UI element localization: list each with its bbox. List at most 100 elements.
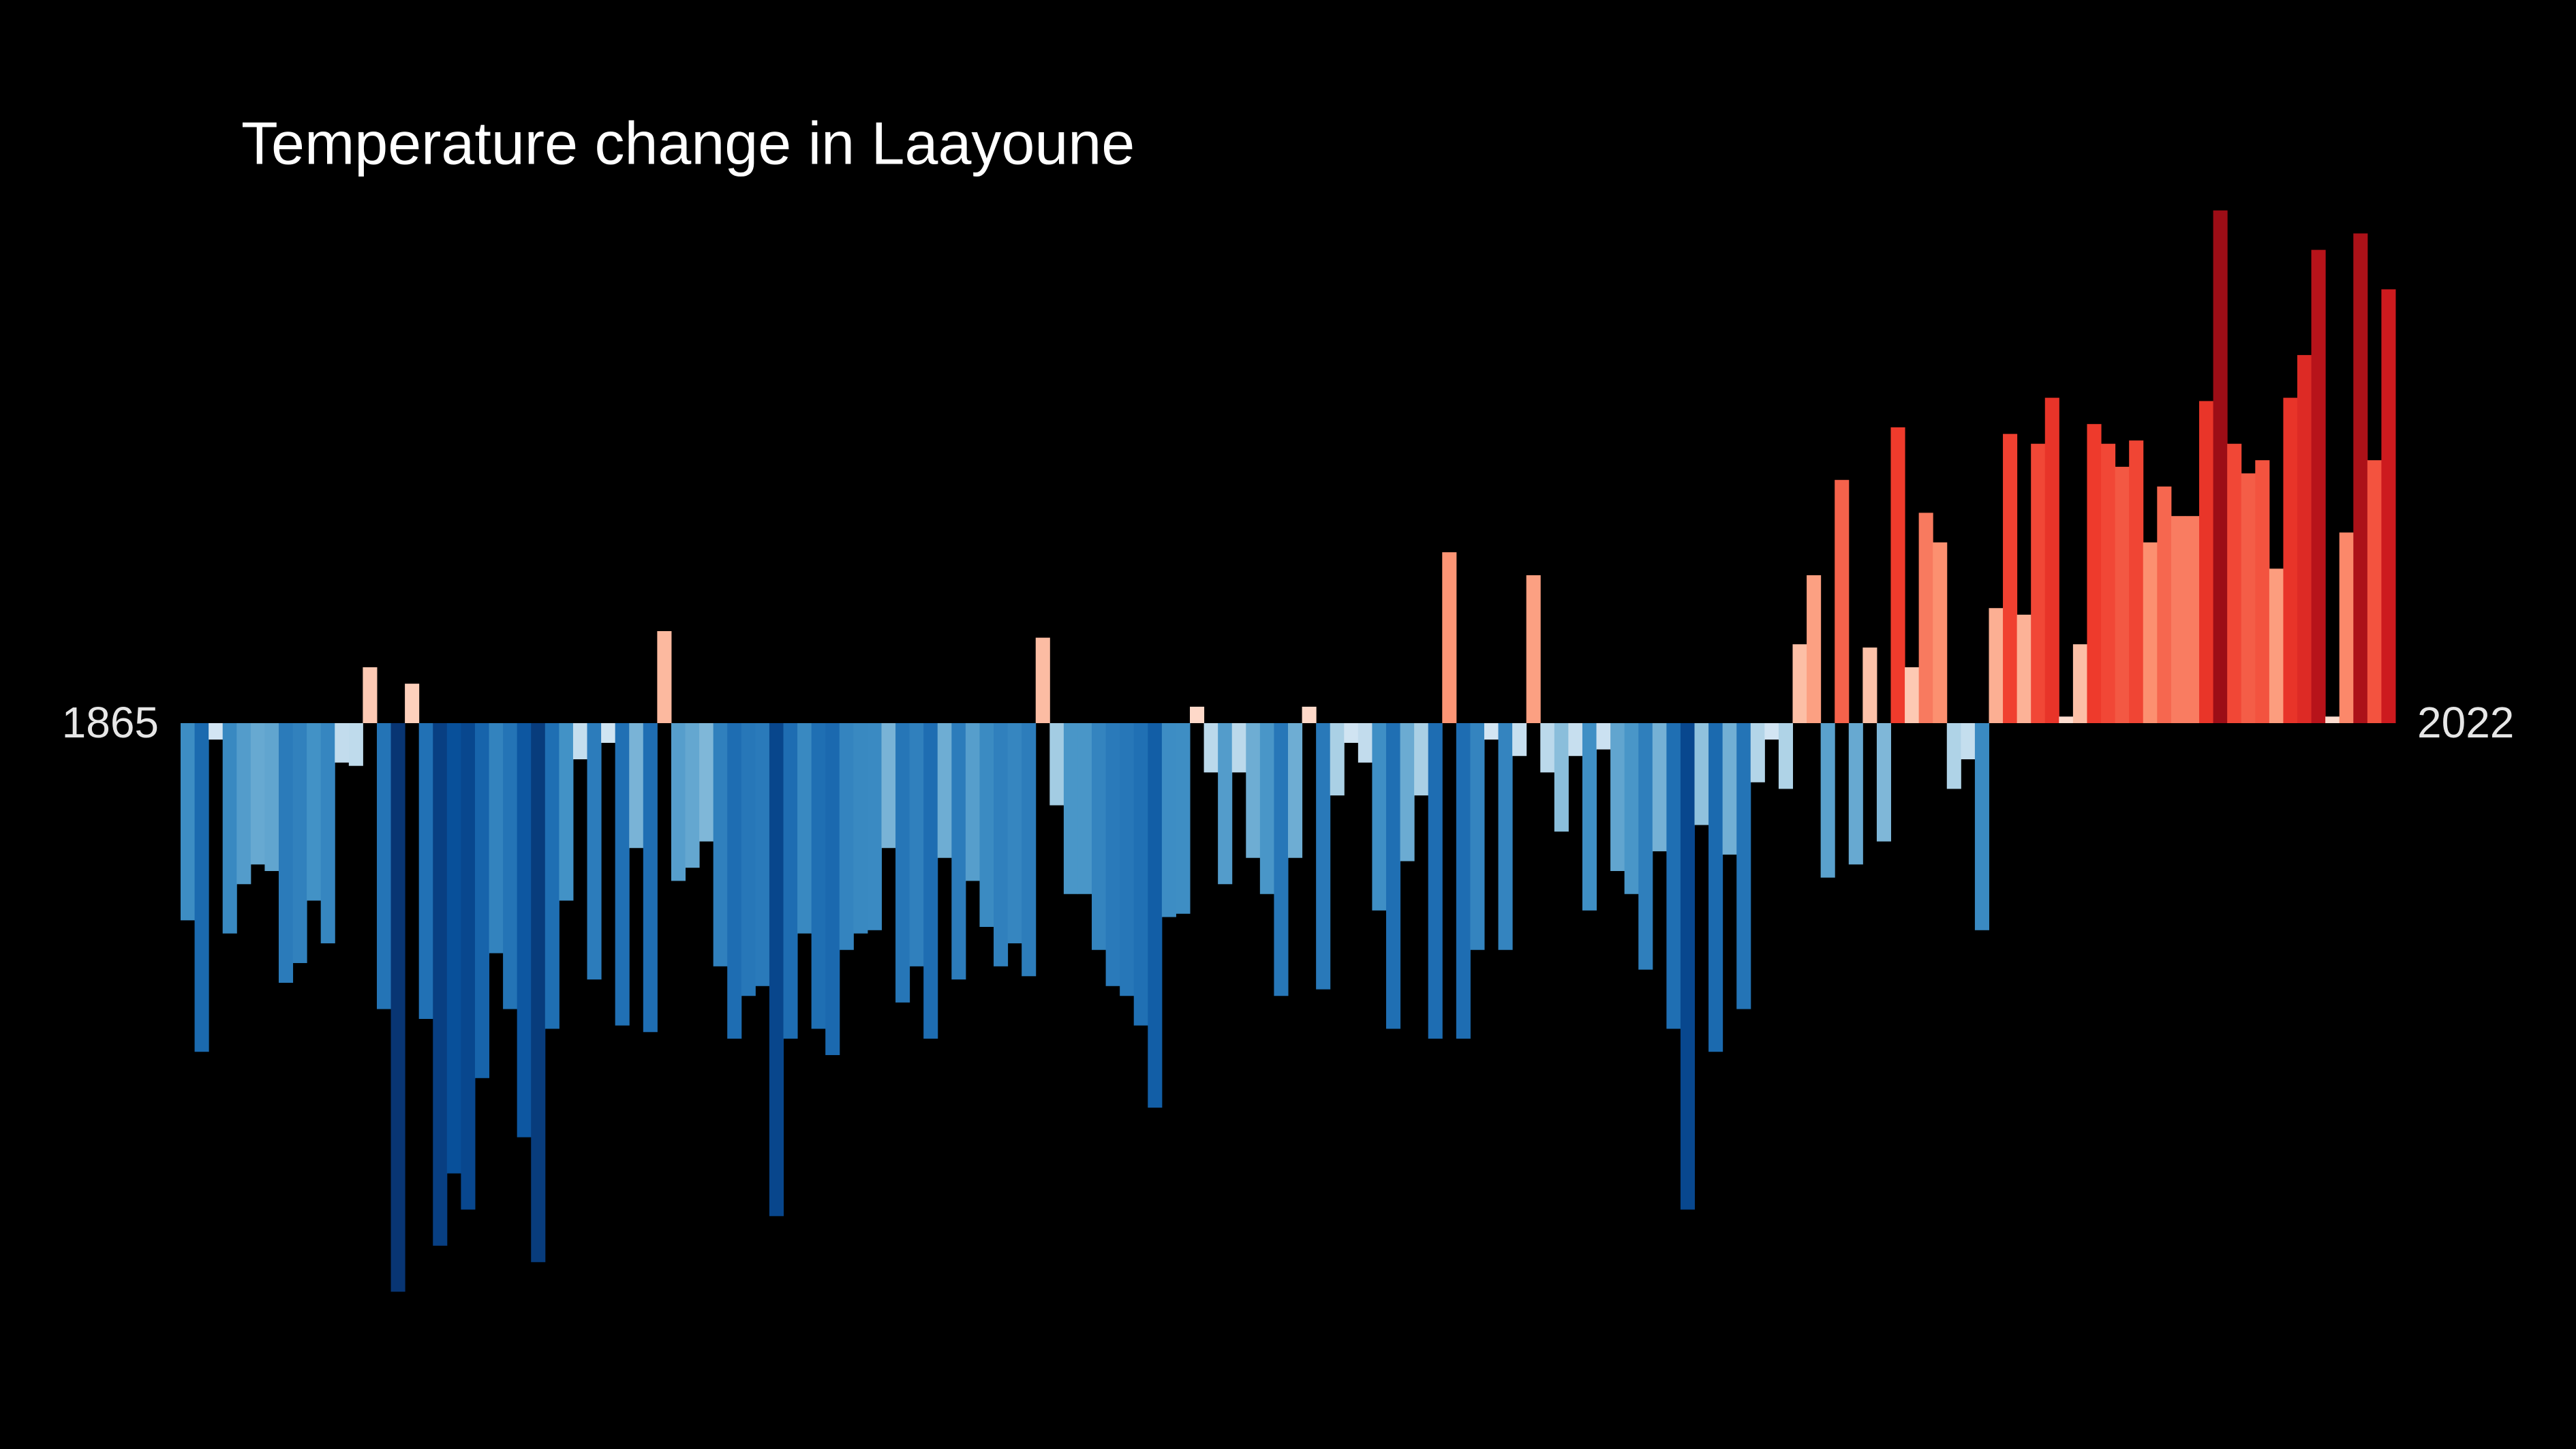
bar <box>1540 723 1555 773</box>
bar <box>363 667 378 723</box>
bar <box>1231 723 1246 773</box>
bar <box>1218 723 1233 885</box>
bar <box>194 723 209 1052</box>
bar <box>1961 723 1976 760</box>
bar <box>1400 723 1415 861</box>
bar <box>572 723 588 760</box>
bar <box>937 723 952 858</box>
bar <box>1092 723 1107 950</box>
bar <box>643 723 658 1033</box>
bar <box>1638 723 1653 970</box>
bar <box>979 723 994 927</box>
bar <box>2283 397 2298 723</box>
bar <box>209 723 224 740</box>
bar <box>405 684 420 723</box>
bar <box>2269 568 2284 723</box>
bar <box>2157 486 2172 723</box>
bar <box>1302 706 1317 723</box>
bar <box>1666 723 1681 1029</box>
bar <box>923 723 938 1039</box>
bar <box>517 723 532 1138</box>
bar <box>1807 575 1822 723</box>
bar <box>320 723 335 944</box>
bar <box>1035 637 1050 723</box>
bar <box>853 723 868 934</box>
bar <box>2129 440 2144 723</box>
bar <box>1120 723 1135 996</box>
bar <box>250 723 265 865</box>
bar <box>1358 723 1373 763</box>
bar <box>1176 723 1191 914</box>
bar <box>1708 723 1723 1052</box>
bar <box>1288 723 1303 858</box>
bar <box>2381 289 2396 723</box>
bar <box>264 723 279 871</box>
x-tick-label: 2022 <box>2417 698 2514 747</box>
bar <box>1554 723 1569 832</box>
bar <box>348 723 363 766</box>
bar <box>1133 723 1148 1026</box>
bar <box>685 723 700 868</box>
bar <box>1344 723 1359 743</box>
x-tick-label: 1865 <box>62 698 159 747</box>
bar <box>559 723 574 901</box>
bar <box>615 723 630 1026</box>
bar <box>2311 249 2326 724</box>
bar <box>390 723 405 1292</box>
bar <box>489 723 504 954</box>
bar <box>1484 723 1499 740</box>
bar <box>1470 723 1485 950</box>
bar <box>1274 723 1289 996</box>
bar <box>1526 575 1541 723</box>
bar <box>1778 723 1794 789</box>
bar <box>545 723 559 1029</box>
bar <box>2003 433 2018 723</box>
bar <box>2143 542 2158 723</box>
bar <box>1063 723 1078 894</box>
bar <box>433 723 448 1246</box>
bar <box>727 723 742 1039</box>
bar <box>601 723 616 743</box>
bar <box>895 723 910 1003</box>
bar <box>1372 723 1387 911</box>
bar <box>994 723 1009 966</box>
bar <box>909 723 924 966</box>
bar <box>1498 723 1513 950</box>
bar <box>2044 397 2059 723</box>
bar <box>292 723 307 964</box>
bar <box>1876 723 1891 842</box>
bar <box>1680 723 1696 1210</box>
bar <box>446 723 461 1174</box>
bar <box>1259 723 1274 894</box>
bar <box>965 723 980 881</box>
bar <box>1792 644 1807 723</box>
bar <box>1918 513 1933 723</box>
bar <box>1442 552 1457 723</box>
bar <box>1610 723 1625 871</box>
bar <box>1946 723 1961 789</box>
bar <box>2115 466 2130 723</box>
bar <box>1049 723 1064 806</box>
bar <box>811 723 826 1029</box>
bar <box>867 723 882 930</box>
bar <box>671 723 686 881</box>
bar <box>755 723 770 986</box>
bar <box>1750 723 1765 782</box>
bar <box>2101 444 2116 723</box>
bar <box>2087 424 2102 723</box>
bar <box>1764 723 1779 740</box>
bar <box>2353 233 2368 723</box>
bar <box>1582 723 1597 911</box>
bar <box>783 723 798 1039</box>
bar <box>1694 723 1709 825</box>
bar <box>2213 210 2228 723</box>
bar <box>769 723 784 1217</box>
bar <box>1190 706 1205 723</box>
bar <box>1385 723 1401 1029</box>
bar <box>1007 723 1022 944</box>
bar <box>629 723 644 849</box>
bar <box>1722 723 1737 855</box>
bar <box>376 723 392 1009</box>
bar <box>1203 723 1218 773</box>
bar <box>951 723 966 980</box>
